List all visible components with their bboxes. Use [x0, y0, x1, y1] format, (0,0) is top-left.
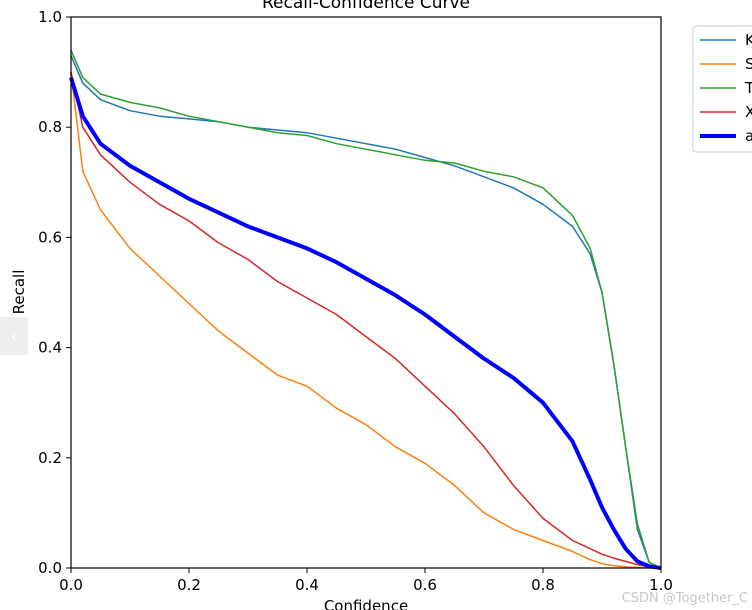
legend-label-S: S: [745, 55, 752, 73]
axis-ticks: 0.0 0.2 0.4 0.6 0.8 1.0 0.0 0.2 0.4 0.6 0.8 1.0: [38, 8, 673, 594]
chart-title: Recall-Confidence Curve: [262, 0, 470, 13]
plot-lines: [69, 49, 662, 570]
series-line-X: [70, 71, 662, 569]
y-tick-label: 0.0: [38, 559, 62, 577]
y-tick-label: 0.6: [38, 228, 62, 246]
legend-label-X: X: [745, 103, 752, 121]
x-tick-label: 1.0: [649, 576, 673, 594]
series-line-S: [70, 72, 661, 569]
series-line-K: [70, 55, 662, 569]
x-tick-label: 0.2: [177, 576, 201, 594]
y-tick-label: 0.2: [38, 449, 62, 467]
y-tick-label: 0.4: [38, 339, 62, 357]
legend-box: [692, 25, 752, 153]
legend-label-a: a: [745, 127, 752, 145]
series-line-a: [69, 77, 662, 570]
x-tick-label: 0.0: [59, 576, 83, 594]
x-axis-title: Confidence: [324, 597, 408, 610]
watermark: CSDN @Together_C: [621, 591, 748, 606]
plot-frame: [70, 16, 662, 569]
x-tick-label: 0.4: [295, 576, 319, 594]
x-tick-label: 0.8: [531, 576, 555, 594]
x-tick-label: 0.6: [413, 576, 437, 594]
y-tick-label: 1.0: [38, 8, 62, 26]
legend-label-T: T: [744, 79, 752, 97]
y-tick-label: 0.8: [38, 118, 62, 136]
series-line-T: [70, 49, 662, 569]
legend-label-K: K: [745, 31, 752, 49]
y-axis-title: Recall: [10, 270, 28, 315]
prev-page-tab[interactable]: ‹: [0, 317, 28, 355]
chevron-left-icon: ‹: [10, 326, 18, 346]
